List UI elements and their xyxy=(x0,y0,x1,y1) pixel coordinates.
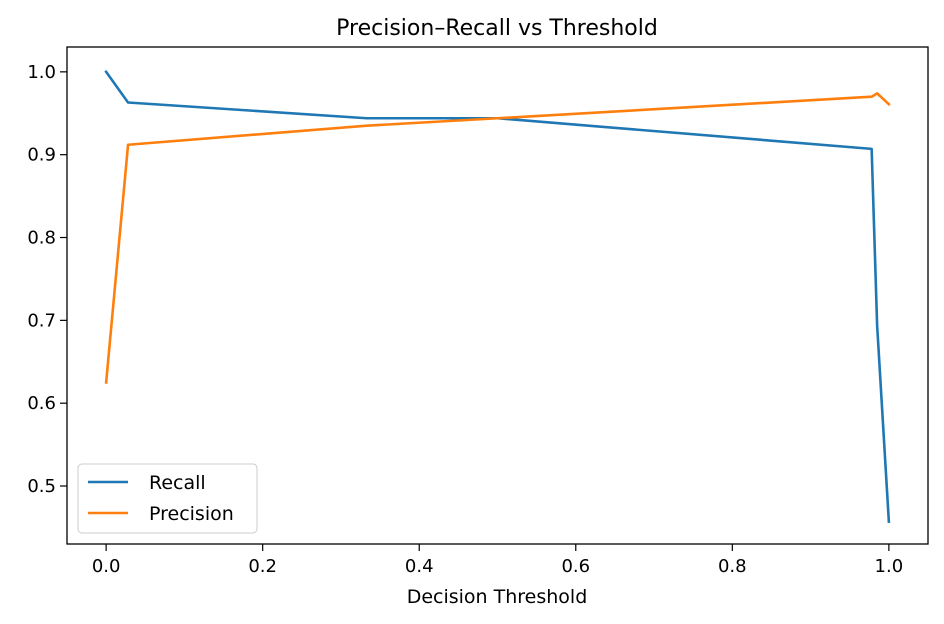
x-axis-label: Decision Threshold xyxy=(407,586,588,608)
series-line-precision xyxy=(104,92,891,384)
x-tick-label: 1.0 xyxy=(875,556,904,577)
x-tick-label: 0.2 xyxy=(248,556,277,577)
x-tick-label: 0.8 xyxy=(718,556,747,577)
y-tick-label: 1.0 xyxy=(27,62,56,83)
y-tick-label: 0.5 xyxy=(27,476,56,497)
x-tick-label: 0.6 xyxy=(561,556,590,577)
y-tick-label: 0.8 xyxy=(27,228,56,249)
y-tick-label: 0.9 xyxy=(27,145,56,166)
x-tick-label: 0.0 xyxy=(92,556,121,577)
plot-lines xyxy=(104,70,891,524)
plot-frame xyxy=(66,46,929,545)
y-tick-label: 0.7 xyxy=(27,310,56,331)
y-tick-label: 0.6 xyxy=(27,393,56,414)
x-tick-label: 0.4 xyxy=(405,556,434,577)
y-axis-ticks: 0.5 0.6 0.7 0.8 0.9 1.0 xyxy=(27,62,67,497)
chart-title: Precision–Recall vs Threshold xyxy=(336,16,658,41)
legend-label-recall: Recall xyxy=(149,472,206,494)
x-axis-ticks: 0.0 0.2 0.4 0.6 0.8 1.0 xyxy=(92,544,903,577)
legend-label-precision: Precision xyxy=(149,503,234,525)
legend: Recall Precision xyxy=(77,463,258,534)
